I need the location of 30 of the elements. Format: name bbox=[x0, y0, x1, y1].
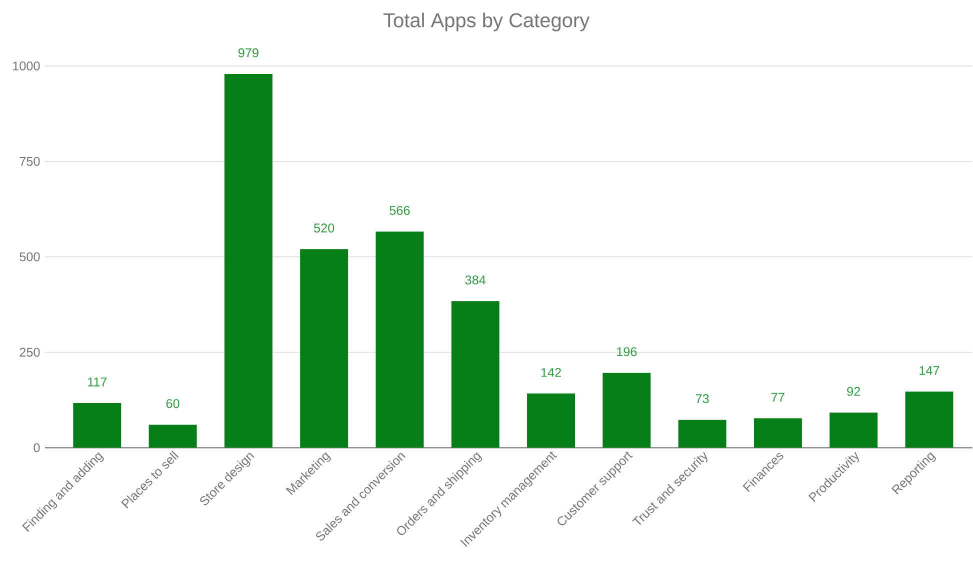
data-label: 73 bbox=[696, 394, 709, 404]
bar bbox=[148, 424, 197, 448]
y-tick-label: 1000 bbox=[13, 62, 40, 71]
data-label: 566 bbox=[390, 206, 410, 216]
data-label: 77 bbox=[772, 393, 784, 402]
y-tick-label: 250 bbox=[20, 348, 40, 357]
bar bbox=[602, 373, 651, 448]
data-label: 384 bbox=[465, 276, 486, 285]
bar bbox=[300, 249, 348, 448]
bar bbox=[527, 394, 575, 448]
bar bbox=[678, 420, 726, 448]
bar bbox=[73, 403, 122, 448]
data-label: 979 bbox=[238, 48, 258, 58]
y-tick-label: 0 bbox=[34, 443, 40, 452]
chart-title: Total Apps by Category bbox=[383, 12, 590, 32]
bar bbox=[830, 412, 878, 448]
bar bbox=[224, 74, 272, 448]
data-label: 520 bbox=[314, 224, 334, 233]
data-label: 92 bbox=[847, 387, 860, 396]
data-label: 117 bbox=[88, 378, 107, 387]
data-label: 60 bbox=[166, 399, 180, 408]
bar bbox=[376, 232, 424, 448]
y-tick-label: 500 bbox=[20, 252, 40, 262]
bar bbox=[905, 392, 954, 448]
data-label: 142 bbox=[541, 368, 561, 377]
bar bbox=[754, 418, 802, 448]
y-tick-label: 750 bbox=[20, 157, 40, 166]
bar bbox=[451, 301, 500, 448]
data-label: 196 bbox=[617, 347, 637, 356]
data-label: 147 bbox=[920, 366, 940, 376]
